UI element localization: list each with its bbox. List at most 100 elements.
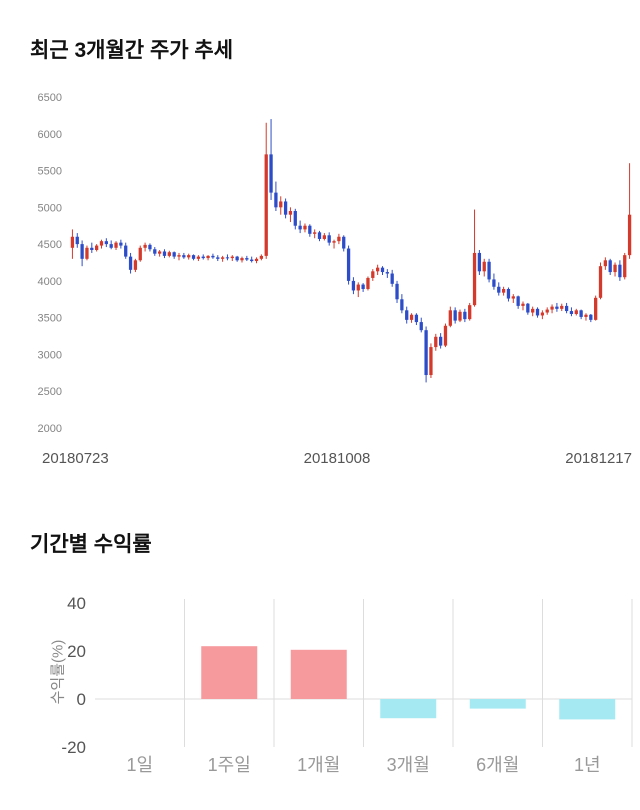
candle-body <box>313 232 317 234</box>
candle-body <box>380 267 385 273</box>
category-label: 3개월 <box>387 755 430 775</box>
candle-body <box>603 260 608 267</box>
candle-body <box>240 258 244 261</box>
candle-body <box>366 277 370 289</box>
candle-body <box>405 310 409 320</box>
candle-body <box>220 257 225 259</box>
candle-body <box>550 306 554 310</box>
candle-body <box>438 336 443 346</box>
candle-body <box>574 310 578 314</box>
candle-body <box>487 261 491 280</box>
category-label: 1일 <box>126 755 153 775</box>
candle-body <box>424 330 428 376</box>
candle-body <box>182 255 186 258</box>
candle-body <box>269 154 273 193</box>
candle-body <box>569 311 574 314</box>
candle-body <box>264 154 268 256</box>
candle-body <box>390 273 394 284</box>
candle-body <box>196 256 201 259</box>
return-bar <box>469 699 526 709</box>
candle-body <box>245 258 249 260</box>
candle-body <box>351 280 356 291</box>
candle-body <box>191 255 196 259</box>
candle-body <box>288 211 293 215</box>
candle-body <box>346 248 351 281</box>
category-label: 1주일 <box>208 755 251 775</box>
candle-body <box>85 247 89 259</box>
candle-body <box>187 255 191 258</box>
price-axis-tick: 5500 <box>38 166 62 178</box>
candle-body <box>618 264 622 278</box>
candle-body <box>157 251 162 254</box>
candle-body <box>308 225 312 234</box>
candle-body <box>94 245 99 250</box>
candle-body <box>148 244 152 250</box>
candle-body <box>579 310 583 317</box>
candle-body <box>356 284 360 291</box>
candle-body <box>545 309 549 313</box>
candle-body <box>274 192 278 208</box>
candle-body <box>555 306 559 309</box>
candle-body <box>521 303 525 306</box>
candle-body <box>584 314 588 317</box>
candle-body <box>419 322 423 331</box>
candle-body <box>535 308 540 316</box>
price-axis-tick: 6000 <box>38 129 62 141</box>
candle-body <box>516 296 520 306</box>
price-axis-tick: 2500 <box>38 386 62 398</box>
candle-body <box>162 251 167 256</box>
candle-body <box>201 256 205 259</box>
return-chart-canvas: 40 20 0 -20 1일 1주일 1개월 3개월 6개월 1년 <box>61 595 633 775</box>
candle-body <box>501 288 506 293</box>
candle-body <box>608 260 612 273</box>
candle-body <box>327 235 331 243</box>
return-bar <box>201 646 258 699</box>
candle-body <box>560 305 564 309</box>
candle-body <box>230 256 234 259</box>
candle-body <box>177 255 181 257</box>
candle-body <box>627 214 632 256</box>
candle-body <box>482 261 486 272</box>
candle-body <box>90 247 94 250</box>
candle-body <box>109 244 113 248</box>
candle-body <box>128 256 133 270</box>
return-axis-tick: 0 <box>77 690 86 709</box>
candle-body <box>511 296 515 299</box>
date-label-end: 20181217 <box>565 450 632 467</box>
candle-body <box>303 225 307 230</box>
candle-body <box>250 259 254 262</box>
return-axis-tick: 20 <box>67 642 86 661</box>
candle-body <box>143 244 147 248</box>
candle-body <box>133 260 138 270</box>
candle-body <box>114 242 118 248</box>
candle-body <box>235 256 239 261</box>
candle-body <box>342 236 346 249</box>
price-axis-tick: 4500 <box>38 239 62 251</box>
candle-body <box>298 225 302 230</box>
candle-body <box>332 241 336 243</box>
price-axis-tick: 4000 <box>38 276 62 288</box>
candle-body <box>216 257 220 259</box>
candle-body <box>453 310 457 321</box>
candle-body <box>283 201 288 215</box>
return-bar <box>380 699 437 719</box>
candle-body <box>468 305 472 320</box>
candle-body <box>225 257 230 259</box>
candle-body <box>506 288 511 299</box>
candle-body <box>361 284 365 289</box>
candle-body <box>429 347 433 376</box>
candle-body <box>477 252 482 272</box>
candle-body <box>531 308 535 313</box>
candle-body <box>371 271 375 278</box>
candle-body <box>395 283 399 300</box>
candle-body <box>598 266 603 298</box>
return-axis-tick: -20 <box>61 738 86 757</box>
price-chart-canvas: 2000 2500 3000 3500 4000 4500 5000 5500 6000 6500 <box>38 92 632 435</box>
candle-body <box>322 235 327 239</box>
candle-body <box>526 303 530 313</box>
price-chart-title: 최근 3개월간 주가 추세 <box>30 39 234 62</box>
candle-body <box>70 236 75 248</box>
candle-body <box>104 241 108 245</box>
return-bar <box>559 699 616 720</box>
candle-body <box>138 247 142 261</box>
